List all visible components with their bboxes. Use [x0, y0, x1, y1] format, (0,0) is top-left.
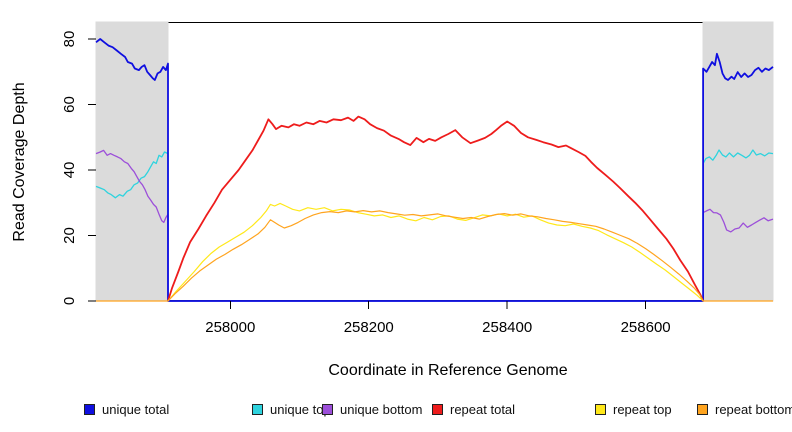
shaded-region-unique-flank-right — [702, 21, 774, 302]
plot-box — [96, 22, 773, 301]
x-tick-label: 258600 — [621, 319, 671, 336]
y-tick-label: 0 — [61, 297, 78, 305]
series-line-unique-total — [95, 38, 774, 302]
legend-item-repeat-bottom: repeat bottom — [697, 403, 792, 416]
legend-label: unique total — [102, 402, 170, 417]
legend-swatch-unique-total — [84, 404, 95, 415]
legend-label: repeat bottom — [715, 402, 792, 417]
x-tick-label: 258200 — [344, 319, 394, 336]
legend-item-unique-bottom: unique bottom — [322, 403, 422, 416]
series-line-repeat-top — [167, 202, 704, 302]
legend-item-unique-top: unique top — [252, 403, 331, 416]
legend-swatch-repeat-total — [432, 404, 443, 415]
y-axis-title: Read Coverage Depth — [11, 82, 28, 241]
x-tick-label: 258400 — [482, 319, 532, 336]
legend-label: unique top — [270, 402, 331, 417]
y-tick-label: 40 — [61, 162, 78, 179]
coverage-plot: 258000 258200 258400 258600 0 20 40 60 80 Coordi… — [11, 21, 774, 379]
x-tick-label: 258000 — [205, 319, 255, 336]
series-line-repeat-bottom — [96, 210, 773, 302]
legend-item-unique-total: unique total — [84, 403, 169, 416]
y-tick-label: 20 — [61, 227, 78, 244]
x-axis-title: Coordinate in Reference Genome — [328, 362, 567, 379]
series-line-unique-bottom — [95, 149, 774, 302]
legend-item-repeat-top: repeat top — [595, 403, 672, 416]
series-line-unique-top — [95, 149, 774, 302]
legend-item-repeat-total: repeat total — [432, 403, 515, 416]
legend-label: repeat top — [613, 402, 672, 417]
legend-swatch-unique-bottom — [322, 404, 333, 415]
legend-swatch-repeat-top — [595, 404, 606, 415]
legend-swatch-unique-top — [252, 404, 263, 415]
y-tick-label: 60 — [61, 96, 78, 113]
legend-label: unique bottom — [340, 402, 423, 417]
y-tick-label: 80 — [61, 31, 78, 48]
legend-label: repeat total — [450, 402, 516, 417]
legend-swatch-repeat-bottom — [697, 404, 708, 415]
series-line-repeat-total — [167, 115, 704, 302]
